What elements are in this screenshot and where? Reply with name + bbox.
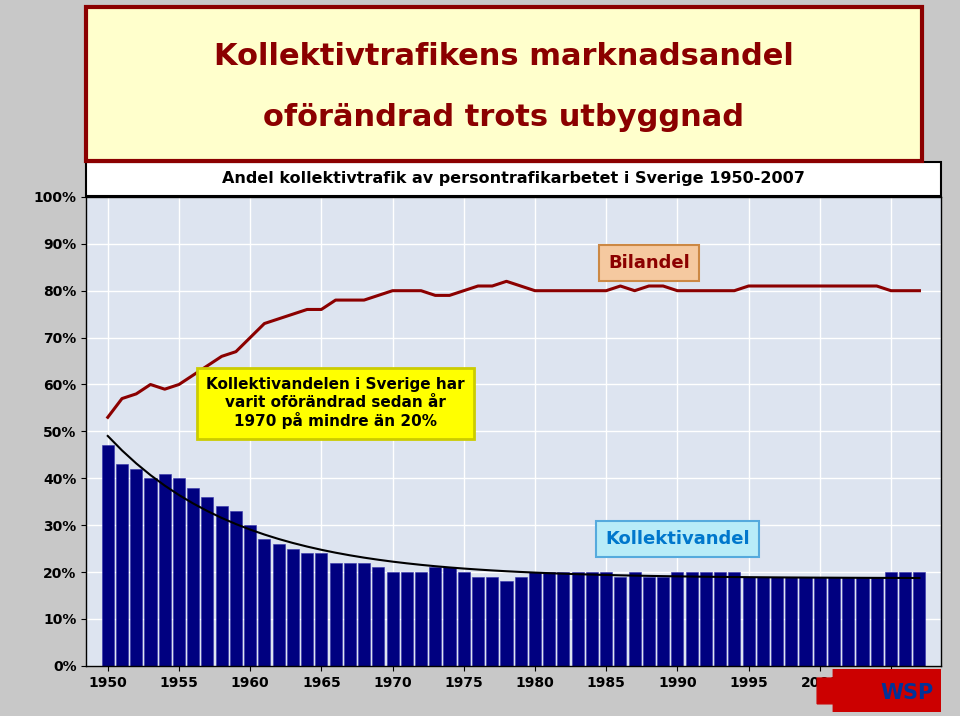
Text: Kollektivandel: Kollektivandel <box>605 531 750 548</box>
Bar <box>187 488 200 666</box>
Bar <box>785 577 798 666</box>
Bar <box>643 577 655 666</box>
FancyBboxPatch shape <box>86 162 941 196</box>
Bar <box>415 572 427 666</box>
Bar <box>372 567 384 666</box>
Text: oförändrad trots utbyggnad: oförändrad trots utbyggnad <box>263 104 745 132</box>
Bar <box>742 577 755 666</box>
Text: Kollektivandelen i Sverige har
varit oförändrad sedan år
1970 på mindre än 20%: Kollektivandelen i Sverige har varit ofö… <box>206 377 465 430</box>
Bar <box>486 577 498 666</box>
Bar <box>571 572 584 666</box>
Bar <box>900 572 911 666</box>
Bar <box>814 577 826 666</box>
Bar <box>158 473 171 666</box>
Bar <box>102 445 114 666</box>
Bar <box>400 572 413 666</box>
Bar <box>828 577 840 666</box>
Bar <box>685 572 698 666</box>
Bar <box>329 563 342 666</box>
Bar <box>429 567 442 666</box>
Bar <box>173 478 185 666</box>
Bar <box>287 548 299 666</box>
Text: Bilandel: Bilandel <box>608 253 689 271</box>
Bar <box>472 577 484 666</box>
Bar <box>885 572 897 666</box>
Text: All kollektivtrafik (buss, tbana, spårvagn, tåg, färja & flyg) i % av allt inroi: All kollektivtrafik (buss, tbana, spårva… <box>86 180 653 192</box>
Bar <box>529 572 541 666</box>
Bar <box>458 572 469 666</box>
Bar <box>358 563 371 666</box>
Bar <box>600 572 612 666</box>
Bar <box>515 577 527 666</box>
Bar <box>729 572 740 666</box>
FancyBboxPatch shape <box>86 7 922 161</box>
Bar <box>856 577 869 666</box>
Bar <box>842 577 854 666</box>
Text: WSP: WSP <box>880 683 933 703</box>
Bar <box>258 539 271 666</box>
Bar <box>629 572 640 666</box>
Text: Andel kollektivtrafik av persontrafikarbetet i Sverige 1950-2007: Andel kollektivtrafik av persontrafikarb… <box>222 172 805 186</box>
Bar <box>301 553 313 666</box>
Bar <box>116 464 128 666</box>
Bar <box>444 567 456 666</box>
Bar <box>229 511 242 666</box>
Bar <box>387 572 398 666</box>
Bar <box>800 577 811 666</box>
Bar <box>871 577 883 666</box>
Bar <box>671 572 684 666</box>
FancyArrow shape <box>817 652 960 716</box>
Text: Kollektivtrafikens marknadsandel: Kollektivtrafikens marknadsandel <box>214 42 794 71</box>
Bar <box>614 577 627 666</box>
Bar <box>543 572 555 666</box>
Bar <box>131 469 142 666</box>
Bar <box>700 572 712 666</box>
Bar <box>273 544 285 666</box>
Bar <box>714 572 726 666</box>
Bar <box>202 497 213 666</box>
Bar <box>344 563 356 666</box>
Bar <box>771 577 783 666</box>
Bar <box>913 572 925 666</box>
Bar <box>558 572 569 666</box>
Bar <box>586 572 598 666</box>
Bar <box>657 577 669 666</box>
Bar <box>500 581 513 666</box>
Bar <box>244 526 256 666</box>
Bar <box>216 506 228 666</box>
Bar <box>144 478 156 666</box>
Bar <box>756 577 769 666</box>
Bar <box>315 553 327 666</box>
